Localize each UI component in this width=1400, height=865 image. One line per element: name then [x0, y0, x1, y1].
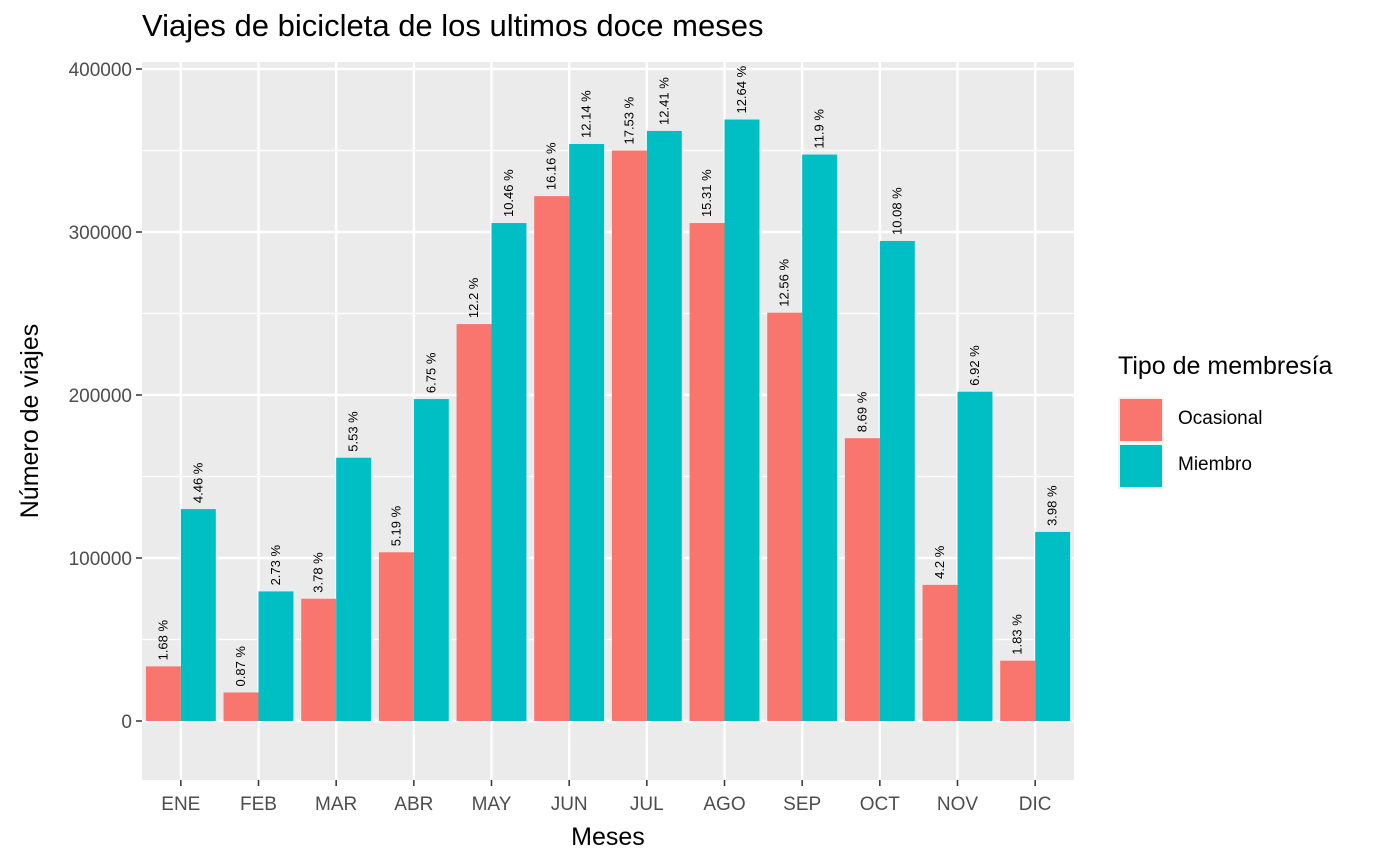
- legend-swatch-miembro: [1120, 445, 1162, 487]
- bar-miembro: [336, 457, 372, 721]
- x-tick-label: MAR: [315, 794, 357, 815]
- legend-key-background: [1118, 443, 1164, 489]
- bar-miembro: [646, 130, 682, 721]
- bar-miembro: [258, 591, 294, 721]
- data-label-ocasional: 5.19 %: [388, 505, 403, 546]
- data-label-miembro: 11.9 %: [812, 109, 827, 149]
- data-label-miembro: 2.73 %: [268, 545, 283, 586]
- data-label-ocasional: 12.2 %: [466, 277, 481, 318]
- data-label-miembro: 10.46 %: [501, 169, 516, 217]
- bar-ocasional: [844, 438, 880, 721]
- data-label-ocasional: 17.53 %: [621, 96, 636, 144]
- bar-ocasional: [456, 324, 492, 721]
- data-label-ocasional: 16.16 %: [544, 142, 559, 190]
- bar-miembro: [1035, 531, 1071, 721]
- bar-ocasional: [145, 666, 181, 721]
- y-tick-label: 200000: [69, 386, 132, 407]
- legend: Tipo de membresía Ocasional Miembro: [1118, 352, 1333, 489]
- data-label-ocasional: 4.2 %: [932, 545, 947, 579]
- plot-panel: [142, 62, 1074, 780]
- x-tick-label: SEP: [783, 794, 821, 815]
- legend-swatch-ocasional: [1120, 399, 1162, 441]
- x-tick-label: JUL: [630, 794, 664, 815]
- data-label-miembro: 6.92 %: [967, 345, 982, 386]
- x-tick-label: FEB: [240, 794, 277, 815]
- bar-ocasional: [767, 312, 803, 721]
- bar-miembro: [879, 240, 915, 721]
- data-label-ocasional: 3.78 %: [311, 552, 326, 593]
- bar-ocasional: [223, 692, 259, 721]
- x-tick-label: AGO: [703, 794, 745, 815]
- y-tick-label: 100000: [69, 549, 132, 570]
- data-label-ocasional: 1.83 %: [1010, 614, 1025, 655]
- bar-miembro: [724, 119, 760, 721]
- data-label-ocasional: 0.87 %: [233, 646, 248, 687]
- bar-ocasional: [534, 196, 570, 721]
- data-label-miembro: 12.14 %: [579, 90, 594, 138]
- legend-label-miembro: Miembro: [1178, 454, 1252, 475]
- legend-label-ocasional: Ocasional: [1178, 408, 1263, 429]
- x-tick-label: OCT: [860, 794, 901, 815]
- bar-miembro: [802, 154, 838, 721]
- y-tick-label: 0: [121, 712, 132, 733]
- bar-miembro: [180, 509, 216, 721]
- data-label-miembro: 4.46 %: [190, 462, 205, 503]
- y-tick-label: 300000: [69, 223, 132, 244]
- bar-miembro: [569, 143, 605, 722]
- bar-ocasional: [1000, 660, 1036, 721]
- y-axis-title: Número de viajes: [16, 324, 44, 519]
- bar-ocasional: [378, 552, 414, 721]
- x-tick-label: MAY: [472, 794, 512, 815]
- data-label-miembro: 12.64 %: [734, 65, 749, 113]
- data-label-ocasional: 12.56 %: [777, 259, 792, 307]
- data-label-ocasional: 1.68 %: [155, 619, 170, 660]
- legend-title: Tipo de membresía: [1118, 352, 1333, 380]
- bar-ocasional: [301, 598, 337, 721]
- y-tick-label: 400000: [69, 60, 132, 81]
- data-label-miembro: 6.75 %: [423, 352, 438, 393]
- bar-ocasional: [611, 150, 647, 721]
- data-label-ocasional: 15.31 %: [699, 169, 714, 217]
- x-axis-title: Meses: [571, 823, 645, 851]
- x-tick-label: JUN: [551, 794, 588, 815]
- x-tick-label: NOV: [937, 794, 979, 815]
- data-label-miembro: 12.41 %: [656, 77, 671, 125]
- data-label-miembro: 3.98 %: [1045, 485, 1060, 526]
- data-label-miembro: 10.08 %: [889, 187, 904, 235]
- legend-key-background: [1118, 397, 1164, 443]
- legend-item-miembro: Miembro: [1118, 443, 1378, 489]
- legend-item-ocasional: Ocasional: [1118, 397, 1378, 443]
- bar-ocasional: [689, 223, 725, 721]
- chart-title: Viajes de bicicleta de los ultimos doce …: [142, 8, 764, 43]
- bar-miembro: [957, 391, 993, 721]
- bar-miembro: [413, 399, 449, 721]
- bar-ocasional: [922, 584, 958, 721]
- x-tick-label: DIC: [1019, 794, 1052, 815]
- data-label-ocasional: 8.69 %: [854, 391, 869, 432]
- bar-miembro: [491, 223, 527, 721]
- x-tick-label: ENE: [161, 794, 200, 815]
- x-tick-label: ABR: [394, 794, 433, 815]
- data-label-miembro: 5.53 %: [346, 411, 361, 452]
